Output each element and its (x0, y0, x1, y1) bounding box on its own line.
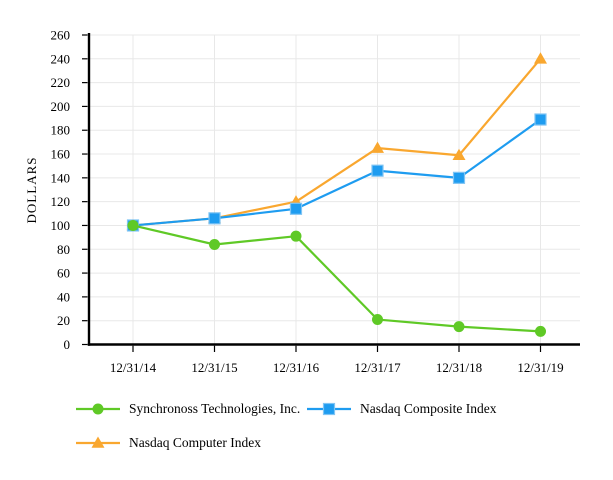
data-point-marker (127, 219, 139, 231)
data-point-marker (289, 202, 303, 215)
y-axis-tick-label: 60 (57, 266, 70, 281)
y-axis-tick-label: 140 (51, 170, 71, 185)
data-point-marker (371, 141, 384, 153)
data-point-marker (92, 403, 104, 415)
data-point-marker (91, 436, 105, 448)
y-axis-tick-label: 160 (51, 147, 71, 162)
legend-label-nasdaq-composite: Nasdaq Composite Index (360, 401, 497, 416)
data-point-marker (371, 164, 384, 177)
y-axis-title: DOLLARS (24, 157, 39, 224)
legend-label-synchronoss: Synchronoss Technologies, Inc. (129, 401, 301, 416)
circle-marker-icon (76, 403, 120, 415)
data-point-marker (534, 113, 547, 126)
data-point-marker (535, 325, 546, 337)
x-axis-tick-label: 12/31/16 (273, 360, 320, 375)
legend-item-synchronoss: Synchronoss Technologies, Inc. (75, 401, 300, 417)
triangle-marker-icon (76, 436, 120, 448)
series-line-synchronoss-technologies-inc (131, 224, 542, 333)
data-point-marker (322, 402, 336, 416)
x-axis-tick-label: 12/31/14 (110, 360, 157, 375)
data-point-marker (452, 148, 466, 161)
data-point-marker (452, 171, 466, 184)
square-marker-icon (307, 402, 351, 416)
series-line-nasdaq-computer-index (131, 57, 542, 227)
legend-item-nasdaq-computer: Nasdaq Computer Index (75, 435, 261, 451)
y-axis-tick-label: 200 (51, 99, 71, 114)
y-axis-tick-label: 80 (57, 242, 70, 257)
data-point-marker (372, 314, 383, 326)
y-axis-tick-label: 40 (57, 289, 70, 304)
y-axis-tick-label: 20 (57, 313, 70, 328)
y-axis-tick-label: 0 (64, 337, 71, 352)
data-point-marker (208, 212, 221, 225)
legend-item-nasdaq-composite: Nasdaq Composite Index (306, 401, 496, 417)
y-axis-tick-label: 240 (51, 51, 71, 66)
y-axis-tick-label: 100 (51, 218, 71, 233)
data-point-marker (534, 52, 547, 64)
x-axis-tick-label: 12/31/18 (436, 360, 482, 375)
x-axis-tick-label: 12/31/19 (517, 360, 563, 375)
data-point-marker (290, 230, 302, 242)
y-axis-tick-label: 120 (51, 194, 71, 209)
series-line-nasdaq-composite-index (131, 118, 542, 227)
y-axis-tick-label: 220 (51, 75, 71, 90)
x-axis-tick-label: 12/31/15 (191, 360, 237, 375)
y-axis-tick-label: 180 (51, 123, 71, 138)
data-point-marker (209, 239, 220, 251)
y-axis-tick-label: 260 (51, 28, 71, 43)
legend-label-nasdaq-computer: Nasdaq Computer Index (129, 435, 261, 450)
x-axis-tick-label: 12/31/17 (354, 360, 401, 375)
data-point-marker (453, 321, 465, 333)
plot-area: 0 20 40 60 80 100 120 140 160 180 200 220 240 260 12/3… (24, 28, 580, 375)
